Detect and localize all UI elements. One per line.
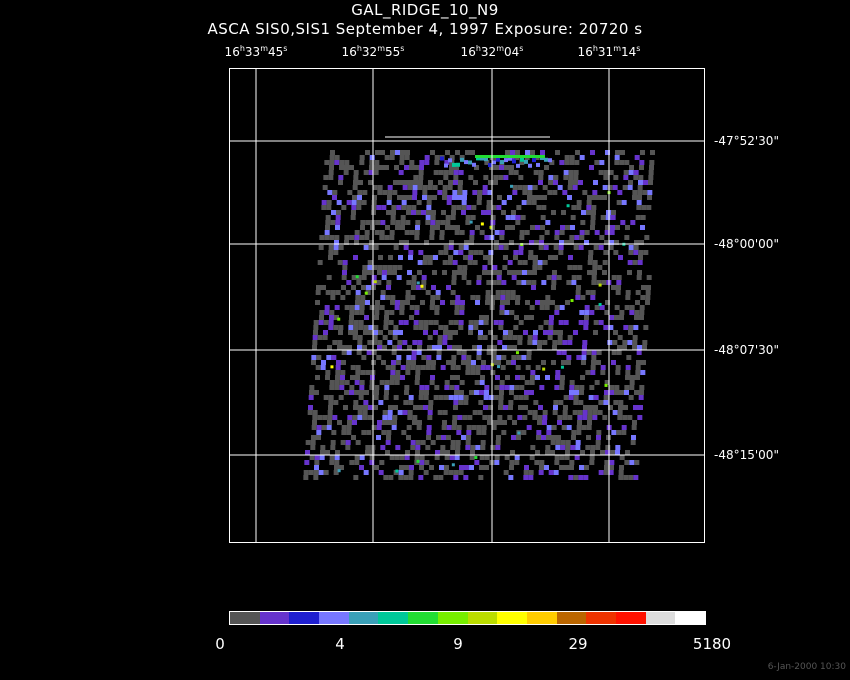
timestamp: 6-Jan-2000 10:30 xyxy=(767,662,846,672)
colorbar-swatch xyxy=(408,612,438,624)
dec-tick-label: -47°52'30" xyxy=(714,134,779,148)
colorbar-swatch xyxy=(556,612,587,624)
colorbar-swatch xyxy=(289,612,320,624)
dec-tick-label: -48°15'00" xyxy=(714,448,779,462)
colorbar-swatch xyxy=(675,612,705,624)
colorbar-tick-label: 4 xyxy=(335,635,345,653)
colorbar-swatch xyxy=(378,612,409,624)
colorbar-swatch xyxy=(437,612,468,624)
colorbar-swatch xyxy=(230,612,260,624)
ra-tick-label: 16h32m55s xyxy=(341,44,405,59)
colorbar-swatch xyxy=(259,612,290,624)
ra-tick-label: 16h31m14s xyxy=(577,44,641,59)
colorbar-swatch xyxy=(319,612,349,624)
colorbar-swatch xyxy=(586,612,616,624)
image-frame xyxy=(229,68,705,543)
colorbar-swatch xyxy=(526,612,557,624)
image-title: GAL_RIDGE_10_N9 xyxy=(351,1,499,19)
colorbar-swatch xyxy=(645,612,676,624)
colorbar-tick-label: 0 xyxy=(215,635,225,653)
dec-tick-label: -48°07'30" xyxy=(714,343,779,357)
colorbar-swatch xyxy=(467,612,498,624)
colorbar-tick-label: 5180 xyxy=(692,635,732,653)
ra-tick-label: 16h33m45s xyxy=(224,44,288,59)
colorbar xyxy=(229,611,706,625)
colorbar-tick-label: 29 xyxy=(568,635,588,653)
ra-tick-label: 16h32m04s xyxy=(460,44,524,59)
dec-tick-label: -48°00'00" xyxy=(714,237,779,251)
colorbar-swatch xyxy=(348,612,379,624)
colorbar-tick-label: 9 xyxy=(453,635,463,653)
image-subtitle: ASCA SIS0,SIS1 September 4, 1997 Exposur… xyxy=(207,20,643,38)
colorbar-swatch xyxy=(497,612,527,624)
colorbar-swatch xyxy=(615,612,646,624)
